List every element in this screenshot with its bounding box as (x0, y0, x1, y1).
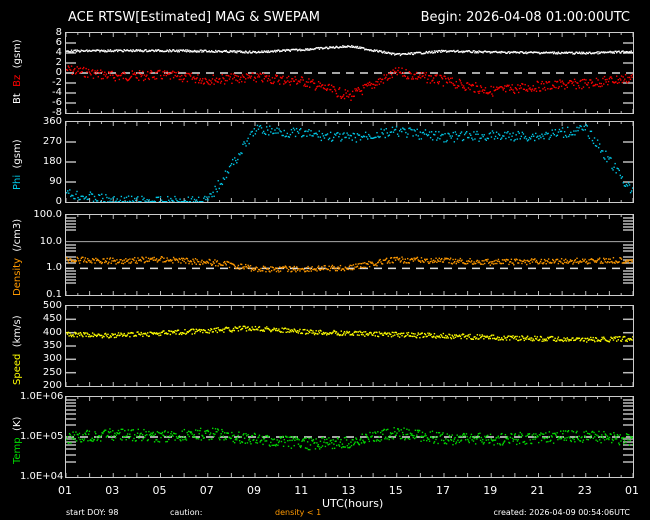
x-tick-label: 21 (530, 484, 545, 497)
start-doy: start DOY: 98 (66, 508, 119, 517)
density-series (66, 255, 633, 273)
y-tick-label: 100.0 (33, 209, 62, 220)
caution-label: caution: (170, 508, 203, 517)
phi-panel (65, 121, 634, 203)
y-tick-label: 8 (55, 27, 62, 38)
y-tick-label: 350 (42, 340, 62, 351)
phi-plot (66, 122, 633, 202)
speed-plot (66, 306, 633, 386)
bt-series (66, 44, 633, 57)
y-tick-label: 0 (55, 67, 62, 78)
y-tick-label: 1.0E+04 (20, 471, 64, 482)
begin-time: Begin: 2026-04-08 01:00:00UTC (420, 10, 630, 25)
y-tick-label: 4 (55, 47, 62, 58)
temp-plot (66, 397, 633, 477)
mag-panel (65, 32, 634, 114)
y-tick-label: 0 (55, 196, 62, 207)
y-tick-label: -4 (52, 87, 62, 98)
density-plot (66, 215, 633, 295)
y-tick-label: 500 (42, 300, 62, 311)
x-tick-label: 15 (388, 484, 403, 497)
x-tick-label: 01 (625, 484, 639, 497)
y-tick-label: 0.1 (46, 289, 62, 300)
y-tick-label: 200 (42, 380, 62, 391)
x-tick-label: 13 (341, 484, 356, 497)
y-tick-label: 300 (42, 353, 62, 365)
y-tick-label: 90 (49, 176, 62, 187)
y-tick-label: -6 (52, 97, 62, 108)
density-ylabel: Density (/cm3) (12, 218, 23, 296)
phi-series (66, 124, 633, 202)
y-tick-label: 450 (42, 313, 62, 325)
x-tick-label: 05 (152, 484, 167, 497)
y-tick-label: 400 (42, 326, 62, 338)
density-panel (65, 214, 634, 296)
y-tick-label: 1.0E+05 (20, 431, 64, 442)
x-axis-label: UTC(hours) (322, 497, 384, 510)
x-tick-label: 17 (436, 484, 450, 497)
y-tick-label: 250 (42, 366, 62, 378)
y-tick-label: 1.0 (46, 262, 62, 274)
x-tick-label: 03 (105, 484, 120, 497)
speed-series (66, 325, 633, 343)
x-tick-label: 11 (294, 484, 309, 497)
chart-title: ACE RTSW[Estimated] MAG & SWEPAM (68, 10, 320, 25)
x-tick-label: 01 (58, 484, 72, 497)
bz-series (66, 65, 633, 101)
x-tick-label: 23 (577, 484, 592, 497)
y-tick-label: 360 (42, 116, 62, 127)
temp-panel (65, 396, 634, 478)
y-tick-label: 10.0 (39, 235, 62, 247)
x-tick-label: 19 (483, 484, 498, 497)
y-tick-label: 1.0E+06 (20, 391, 64, 402)
speed-panel (65, 305, 634, 387)
x-tick-label: 09 (247, 484, 261, 497)
density-warning: density < 1 (275, 508, 322, 517)
y-tick-label: 270 (42, 136, 62, 147)
x-tick-label: 07 (199, 484, 214, 497)
y-tick-label: -2 (52, 77, 62, 88)
y-tick-label: 2 (55, 57, 62, 68)
mag-plot (66, 33, 633, 113)
created-time: created: 2026-04-09 00:54:06UTC (493, 508, 630, 517)
y-tick-label: 180 (42, 156, 62, 167)
y-tick-label: -8 (52, 107, 62, 118)
y-tick-label: 6 (55, 37, 62, 48)
temp-series (66, 427, 633, 451)
